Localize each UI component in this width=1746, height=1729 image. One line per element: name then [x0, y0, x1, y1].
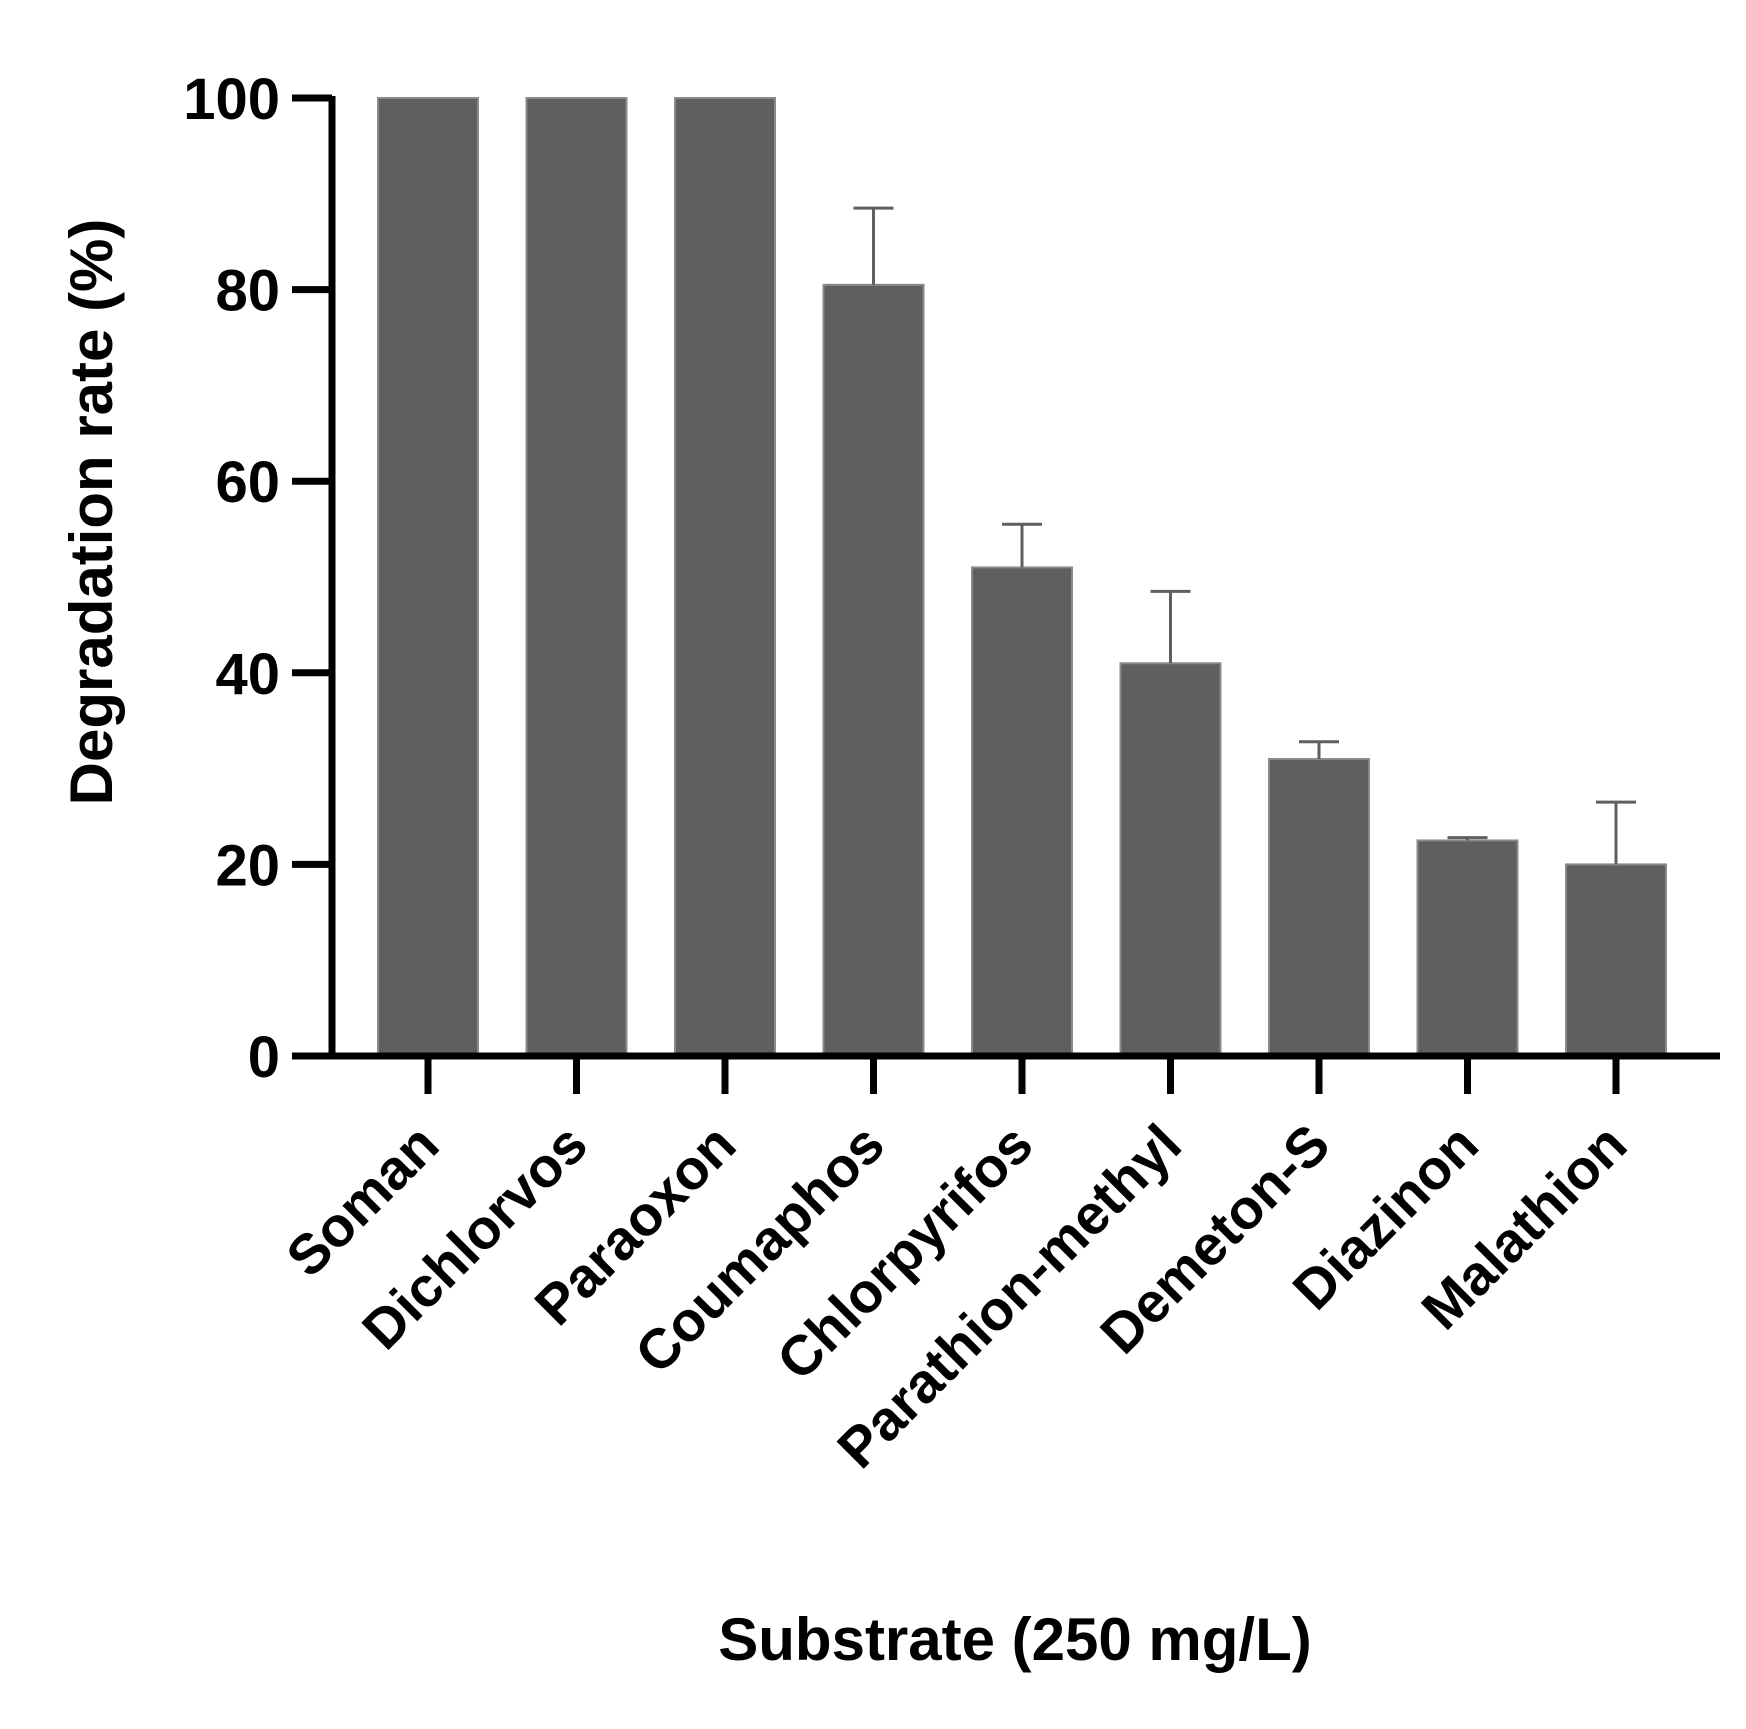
x-tick-label: Chlorpyrifos [765, 1112, 1045, 1392]
y-axis-title: Degradation rate (%) [58, 219, 125, 806]
bar-demeton-s [1268, 758, 1370, 1058]
bars-layer [377, 97, 1667, 1058]
bar-chlorpyrifos [971, 566, 1073, 1057]
y-tick-label: 80 [215, 259, 280, 324]
y-tick-label: 0 [248, 1025, 280, 1090]
bar-malathion [1565, 863, 1667, 1058]
y-tick-label: 60 [215, 450, 280, 515]
y-tick-label: 40 [215, 642, 280, 707]
y-ticks-layer: 0 20 40 60 80 100 [183, 67, 332, 1090]
bar-soman [377, 97, 479, 1057]
y-tick-label: 100 [183, 67, 280, 132]
bar-diazinon [1416, 839, 1519, 1058]
error-bars-layer [853, 206, 1636, 865]
bar-coumaphos [822, 283, 925, 1057]
bar-parathion-methyl [1119, 662, 1222, 1057]
axes-layer [292, 96, 1720, 1060]
bar-dichlorvos [525, 97, 628, 1057]
x-ticks-layer: SomanDichlorvosParaoxonCoumaphosChlorpyr… [274, 1056, 1638, 1480]
x-axis-title: Substrate (250 mg/L) [718, 1606, 1311, 1673]
y-tick-label: 20 [215, 833, 280, 898]
bar-paraoxon [674, 97, 776, 1057]
